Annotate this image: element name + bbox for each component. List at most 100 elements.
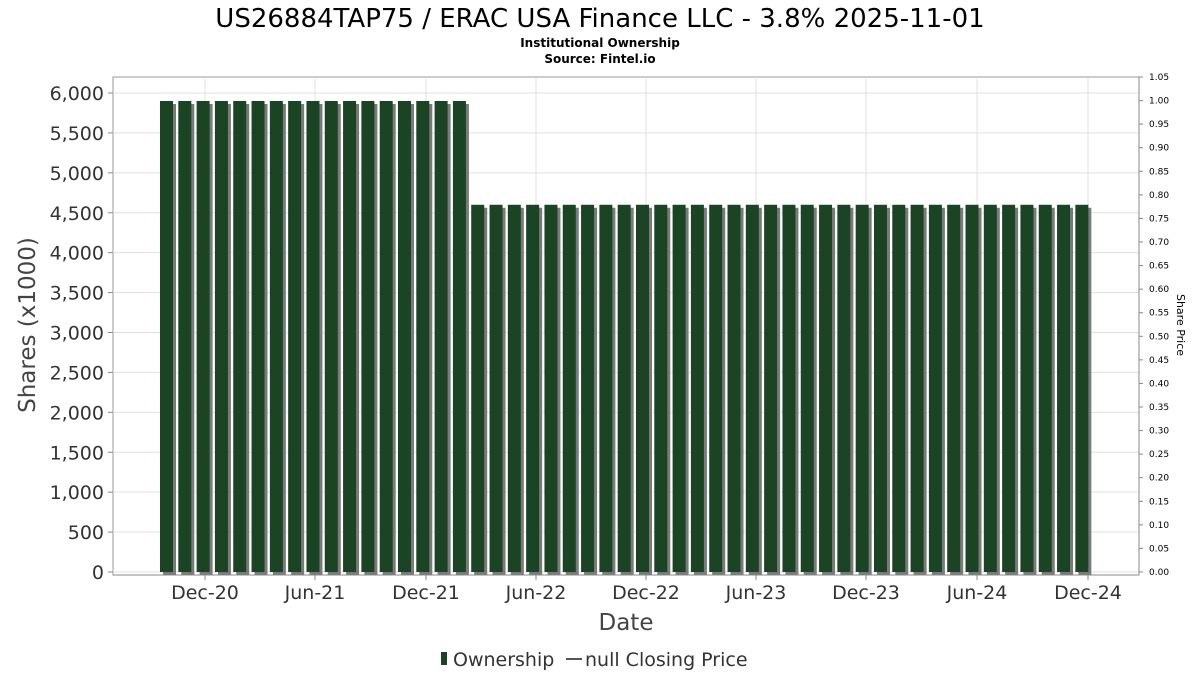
bar-ownership [324, 100, 338, 572]
y-tick-label: 500 [68, 522, 104, 544]
bar-ownership [965, 204, 979, 572]
x-tick-label: Dec-22 [612, 582, 680, 604]
legend-swatch-ownership [441, 652, 447, 665]
y-tick-label: 1,500 [50, 442, 104, 464]
bar-ownership [690, 204, 704, 572]
bar-ownership [983, 204, 997, 572]
bar-ownership [160, 100, 173, 572]
bar-ownership [855, 204, 869, 572]
y2-tick-label: 0.35 [1149, 403, 1169, 413]
bar-ownership [1020, 204, 1034, 572]
bar-ownership [928, 204, 942, 572]
y2-tick-label: 0.55 [1149, 309, 1169, 319]
bar-ownership [452, 100, 466, 572]
y-tick-label: 1,000 [50, 482, 104, 504]
bar-ownership [251, 100, 265, 572]
bar-ownership [837, 204, 851, 572]
bar-ownership [196, 100, 210, 572]
y-tick-label: 5,500 [50, 123, 104, 145]
y2-tick-label: 0.10 [1149, 521, 1169, 531]
bar-ownership [233, 100, 247, 572]
bar-ownership [379, 100, 393, 572]
bar-ownership [873, 204, 887, 572]
x-axis-label: Date [599, 610, 654, 636]
bar-ownership [416, 100, 430, 572]
y-tick-label: 2,500 [50, 362, 104, 384]
bar-ownership [434, 100, 448, 572]
y-tick-label: 0 [92, 562, 104, 584]
bar-ownership [764, 204, 778, 572]
y2-tick-label: 0.80 [1149, 191, 1169, 201]
y2-tick-label: 0.75 [1149, 214, 1169, 224]
y2-axis-ticks: 0.00 0.05 0.10 0.15 0.20 0.25 0.30 0.35 0.40 0.45… [1139, 73, 1169, 578]
bar-ownership [709, 204, 723, 572]
y-axis-ticks: 0 500 1,000 1,500 2,000 2,500 3,000 3,500 4,000 4… [50, 83, 113, 584]
y-tick-label: 6,000 [50, 83, 104, 105]
x-tick-label: Dec-24 [1054, 582, 1122, 604]
bar-ownership [361, 100, 375, 572]
x-tick-label: Jun-22 [505, 582, 567, 604]
x-tick-label: Dec-21 [392, 582, 460, 604]
y2-tick-label: 0.90 [1149, 144, 1169, 154]
x-tick-label: Jun-24 [946, 582, 1008, 604]
bar-ownership [654, 204, 668, 572]
bar-ownership [526, 204, 540, 572]
y2-axis-label: Share Price [1174, 294, 1187, 356]
y2-tick-label: 0.30 [1149, 427, 1169, 437]
bar-ownership [306, 100, 320, 572]
x-tick-label: Jun-23 [725, 582, 787, 604]
y2-tick-label: 0.50 [1149, 332, 1169, 342]
y2-tick-label: 0.15 [1149, 497, 1169, 507]
y-tick-label: 4,500 [50, 203, 104, 225]
bar-ownership [672, 204, 686, 572]
bar-ownership [1075, 204, 1089, 572]
y2-tick-label: 0.40 [1149, 379, 1169, 389]
bar-ownership [947, 204, 961, 572]
bar-ownership [489, 204, 503, 572]
bar-ownership [745, 204, 759, 572]
bar-ownership [581, 204, 595, 572]
y-tick-label: 4,000 [50, 243, 104, 265]
bar-ownership [544, 204, 558, 572]
y2-tick-label: 0.00 [1149, 568, 1169, 578]
x-axis-ticks: Dec-20 Jun-21 Dec-21 Jun-22 Dec-22 Jun-23 Dec-… [171, 575, 1122, 604]
bar-ownership [269, 100, 283, 572]
bar-series-ownership [160, 100, 1092, 575]
x-tick-label: Jun-21 [284, 582, 346, 604]
bar-ownership [819, 204, 833, 572]
y-tick-label: 2,000 [50, 402, 104, 424]
y2-tick-label: 0.95 [1149, 120, 1169, 130]
chart-subtitle: Institutional Ownership [520, 36, 680, 50]
y2-tick-label: 0.70 [1149, 238, 1169, 248]
legend-label-ownership: Ownership [453, 649, 554, 671]
y-axis-label: Shares (x1000) [15, 237, 41, 413]
y2-tick-label: 0.45 [1149, 356, 1169, 366]
bar-ownership [892, 204, 906, 572]
bar-ownership [635, 204, 649, 572]
bar-ownership [214, 100, 228, 572]
legend: Ownership null Closing Price [441, 649, 748, 671]
chart-source: Source: Fintel.io [544, 52, 655, 66]
x-tick-label: Dec-20 [171, 582, 239, 604]
y2-tick-label: 0.60 [1149, 285, 1169, 295]
bar-ownership [727, 204, 741, 572]
bar-ownership [782, 204, 796, 572]
bar-ownership [343, 100, 357, 572]
bar-ownership [910, 204, 924, 572]
bar-ownership [1057, 204, 1071, 572]
legend-label-closing-price: null Closing Price [585, 649, 748, 671]
bar-ownership [800, 204, 814, 572]
y2-tick-label: 1.00 [1149, 97, 1169, 107]
y2-tick-label: 0.20 [1149, 474, 1169, 484]
y-tick-label: 3,000 [50, 323, 104, 345]
bar-ownership [507, 204, 521, 572]
y2-tick-label: 0.05 [1149, 544, 1169, 554]
x-tick-label: Dec-23 [832, 582, 900, 604]
bar-ownership [1002, 204, 1016, 572]
bar-ownership [288, 100, 302, 572]
y2-tick-label: 1.05 [1149, 73, 1169, 83]
bar-ownership [397, 100, 411, 572]
bar-ownership [471, 204, 485, 572]
bar-ownership [617, 204, 631, 572]
